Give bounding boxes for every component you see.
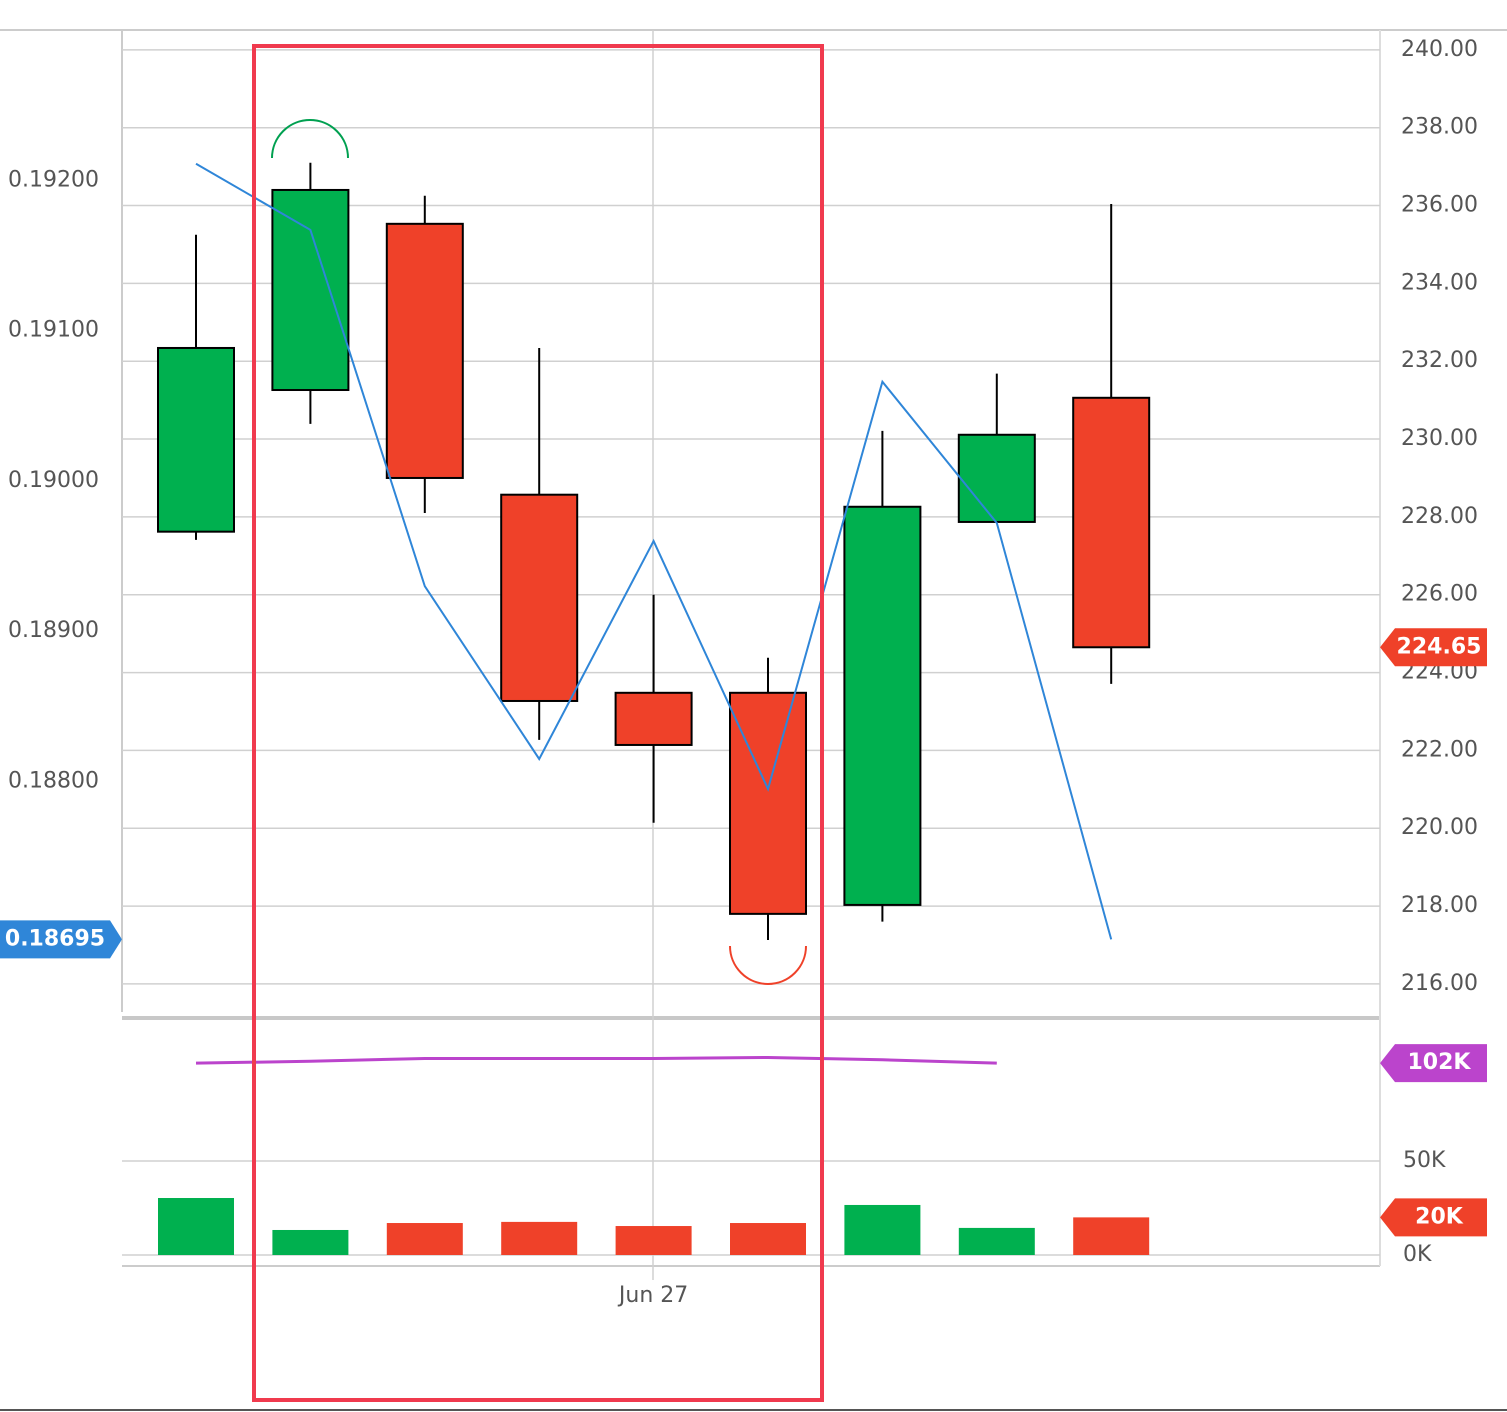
high-marker bbox=[271, 119, 349, 159]
volume-average-line bbox=[195, 1055, 997, 1065]
volume-bar bbox=[615, 1226, 692, 1255]
candle-body bbox=[1072, 396, 1151, 649]
candle-body bbox=[271, 188, 350, 392]
candle-body bbox=[729, 691, 807, 915]
highlight-box bbox=[252, 44, 824, 1402]
y-tick-label: 222.00 bbox=[1401, 737, 1478, 762]
line-marker: 0.18695 bbox=[5, 926, 105, 951]
y-tick-label: 218.00 bbox=[1401, 893, 1478, 918]
volume-tick-label: 50K bbox=[1403, 1148, 1446, 1173]
x-tick-label: Jun 27 bbox=[617, 1283, 688, 1308]
y-tick-label: 216.00 bbox=[1401, 971, 1478, 996]
y-tick-label: 228.00 bbox=[1401, 504, 1478, 529]
volume-bar bbox=[1073, 1217, 1150, 1255]
volume-average-marker: 102K bbox=[1408, 1050, 1472, 1075]
overlay-line bbox=[195, 162, 1113, 940]
y-tick-label: 230.00 bbox=[1401, 426, 1478, 451]
y-tick-label: 238.00 bbox=[1401, 115, 1478, 140]
y-tick-label: 234.00 bbox=[1401, 270, 1478, 295]
y-tick-label: 226.00 bbox=[1401, 582, 1478, 607]
volume-average-marker-bg bbox=[1380, 1044, 1487, 1083]
low-marker bbox=[729, 945, 807, 985]
volume-bar bbox=[844, 1204, 921, 1255]
y2-tick-label: 0.18800 bbox=[8, 769, 99, 794]
volume-bar bbox=[958, 1227, 1035, 1255]
plot: 240.00 238.00 236.00 234.00 232.00 230.00 228.… bbox=[0, 37, 1487, 1308]
volume-bar bbox=[730, 1223, 806, 1255]
volume-bar bbox=[158, 1198, 234, 1255]
y-tick-label: 232.00 bbox=[1401, 348, 1478, 373]
volume-bar bbox=[272, 1229, 349, 1255]
volume-bar bbox=[501, 1221, 578, 1255]
y2-tick-label: 0.19200 bbox=[8, 167, 99, 192]
last-volume-marker-bg bbox=[1380, 1198, 1487, 1237]
candle-body bbox=[843, 505, 922, 906]
y-tick-label: 240.00 bbox=[1401, 37, 1478, 62]
last-price-marker: 224.65 bbox=[1397, 634, 1482, 659]
line-marker-bg bbox=[0, 920, 122, 959]
last-volume-marker: 20K bbox=[1415, 1204, 1464, 1229]
y2-tick-label: 0.19100 bbox=[8, 318, 99, 343]
candle-body bbox=[500, 493, 579, 702]
volume-tick-label: 0K bbox=[1403, 1242, 1432, 1267]
volume-bar bbox=[386, 1223, 463, 1255]
y-tick-label: 220.00 bbox=[1401, 815, 1478, 840]
candle-body bbox=[385, 222, 464, 479]
candle-body bbox=[614, 691, 693, 746]
y-tick-label: 236.00 bbox=[1401, 193, 1478, 218]
last-price-marker-bg bbox=[1380, 628, 1487, 667]
y2-tick-label: 0.19000 bbox=[8, 468, 99, 493]
candle-body bbox=[157, 346, 235, 533]
y2-tick-label: 0.18900 bbox=[8, 618, 99, 643]
candle-body bbox=[957, 433, 1036, 523]
